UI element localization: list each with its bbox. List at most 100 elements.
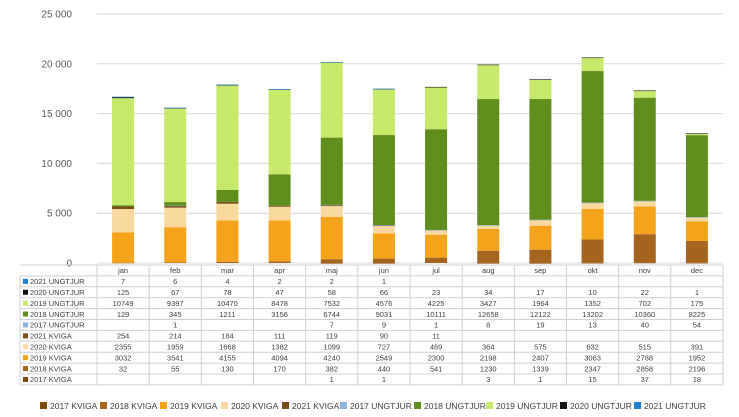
table-cell: 3427 bbox=[480, 299, 497, 308]
x-tick-label: jun bbox=[378, 266, 389, 275]
table-cell: 469 bbox=[430, 342, 443, 351]
legend-label: 2021 KVIGA bbox=[292, 401, 340, 411]
bar-segment bbox=[112, 206, 134, 209]
bar-segment bbox=[373, 226, 395, 233]
table-cell: 7 bbox=[330, 321, 334, 330]
table-cell: 90 bbox=[380, 332, 388, 341]
bar-segment bbox=[582, 263, 604, 264]
row-color-key bbox=[23, 301, 28, 306]
table-cell: 254 bbox=[117, 332, 130, 341]
table-cell: 34 bbox=[484, 288, 492, 297]
legend-swatch bbox=[340, 402, 347, 409]
bar-segment bbox=[477, 225, 499, 229]
bar-segment bbox=[529, 79, 551, 80]
table-cell: 40 bbox=[641, 321, 649, 330]
legend-label: 2018 KVIGA bbox=[110, 401, 158, 411]
bar-segment bbox=[634, 234, 656, 262]
table-cell: 1959 bbox=[167, 342, 184, 351]
table-cell: 1 bbox=[173, 321, 177, 330]
table-row-label: 2020 UNGTJUR bbox=[30, 288, 85, 297]
bar-segment bbox=[164, 262, 186, 263]
table-cell: 32 bbox=[119, 364, 127, 373]
table-cell: 9031 bbox=[376, 310, 393, 319]
table-cell: 3032 bbox=[115, 353, 132, 362]
bar-segment bbox=[477, 65, 499, 99]
table-row-label: 2017 UNGTJUR bbox=[30, 321, 85, 330]
table-cell: 2549 bbox=[376, 353, 393, 362]
table-cell: 8 bbox=[486, 321, 490, 330]
legend-swatch bbox=[40, 402, 47, 409]
table-cell: 170 bbox=[273, 364, 286, 373]
table-cell: 184 bbox=[221, 332, 234, 341]
table-cell: 23 bbox=[432, 288, 440, 297]
y-tick-label: 5 000 bbox=[47, 209, 72, 220]
legend-label: 2020 UNGTJUR bbox=[570, 401, 632, 411]
bar-segment bbox=[216, 204, 238, 221]
bar-segment bbox=[425, 258, 447, 263]
row-color-key bbox=[23, 333, 28, 338]
bar-segment bbox=[582, 57, 604, 58]
table-cell: 55 bbox=[171, 364, 179, 373]
bar-segment bbox=[582, 203, 604, 204]
table-cell: 702 bbox=[638, 299, 651, 308]
table-cell: 382 bbox=[325, 364, 338, 373]
x-tick-label: nov bbox=[639, 266, 651, 275]
bar-segment bbox=[425, 230, 447, 235]
table-cell: 13202 bbox=[582, 310, 603, 319]
table-row-label: 2018 KVIGA bbox=[30, 364, 72, 373]
table-cell: 17 bbox=[536, 288, 544, 297]
bar-segment bbox=[477, 65, 499, 66]
row-color-key bbox=[23, 290, 28, 295]
table-cell: 12658 bbox=[478, 310, 499, 319]
table-cell: 4155 bbox=[219, 353, 236, 362]
table-cell: 130 bbox=[221, 364, 234, 373]
bar-segment bbox=[686, 218, 708, 222]
table-row-label: 2017 KVIGA bbox=[30, 375, 72, 384]
bar-segment bbox=[216, 85, 238, 86]
row-color-key bbox=[23, 366, 28, 371]
bar-segment bbox=[529, 79, 551, 99]
x-tick-label: maj bbox=[326, 266, 338, 275]
legend-label: 2021 UNGTJUR bbox=[644, 401, 706, 411]
y-tick-label: 10 000 bbox=[41, 159, 72, 170]
bar-segment bbox=[582, 58, 604, 71]
bar-segment bbox=[477, 225, 499, 226]
bar-segment bbox=[216, 220, 238, 261]
table-row-label: 2019 UNGTJUR bbox=[30, 299, 85, 308]
bar-segment bbox=[529, 263, 551, 264]
table-cell: 10749 bbox=[113, 299, 134, 308]
bar-segment bbox=[425, 129, 447, 230]
bar-segment bbox=[686, 222, 708, 241]
table-cell: 6744 bbox=[323, 310, 340, 319]
table-cell: 541 bbox=[430, 364, 443, 373]
row-color-key bbox=[23, 312, 28, 317]
legend-swatch bbox=[100, 402, 107, 409]
bar-segment bbox=[634, 90, 656, 91]
bar-segment bbox=[164, 206, 186, 207]
bar-segment bbox=[373, 263, 395, 264]
x-tick-label: apr bbox=[274, 266, 285, 275]
table-cell: 2198 bbox=[480, 353, 497, 362]
bar-segment bbox=[112, 205, 134, 206]
table-cell: 1099 bbox=[323, 342, 340, 351]
bar-segment bbox=[582, 203, 604, 209]
bar-segment bbox=[425, 230, 447, 231]
row-color-key bbox=[23, 279, 28, 284]
row-color-key bbox=[23, 377, 28, 382]
x-tick-label: dec bbox=[691, 266, 703, 275]
table-cell: 6 bbox=[173, 277, 177, 286]
table-cell: 2196 bbox=[689, 364, 706, 373]
row-color-key bbox=[23, 344, 28, 349]
bar-segment bbox=[477, 263, 499, 264]
table-cell: 7532 bbox=[323, 299, 340, 308]
table-cell: 67 bbox=[171, 288, 179, 297]
bar-segment bbox=[269, 261, 291, 263]
table-cell: 214 bbox=[169, 332, 182, 341]
bar-segment bbox=[321, 63, 343, 138]
table-cell: 1339 bbox=[532, 364, 549, 373]
bar-segment bbox=[373, 259, 395, 263]
table-cell: 3156 bbox=[271, 310, 288, 319]
legend-label: 2020 KVIGA bbox=[231, 401, 279, 411]
legend-swatch bbox=[560, 402, 567, 409]
x-tick-label: okt bbox=[588, 266, 599, 275]
